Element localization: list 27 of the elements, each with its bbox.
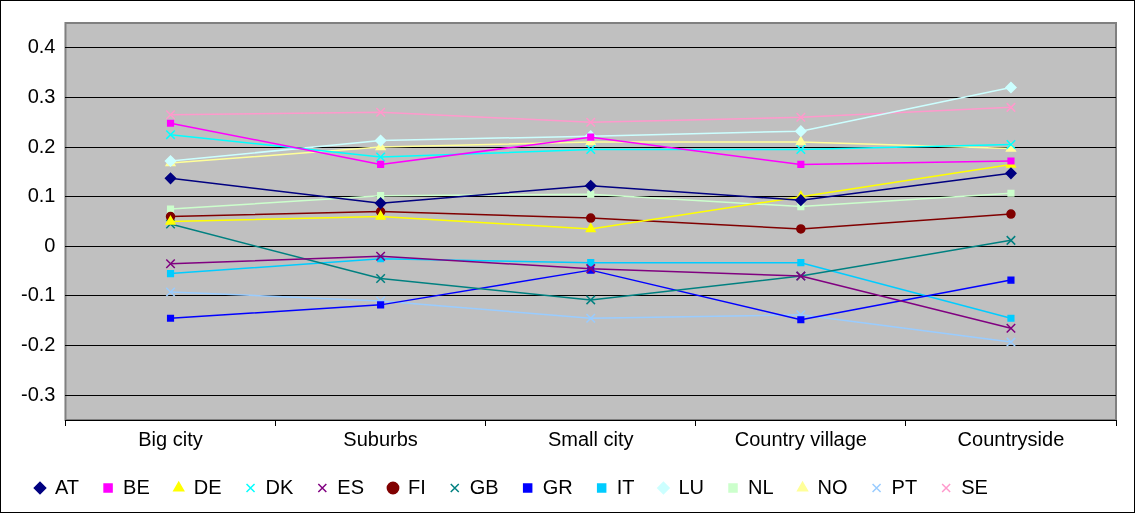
y-tick-label: -0.1 — [20, 283, 56, 306]
x-tick-label: Countryside — [957, 427, 1065, 450]
legend-label: LU — [678, 475, 705, 498]
x-tick-label: Small city — [547, 427, 634, 450]
y-tick-label: 0 — [44, 233, 56, 256]
y-tick-label: -0.3 — [20, 382, 56, 405]
y-tick-label: 0.1 — [27, 184, 56, 207]
y-tick-label: 0.2 — [27, 134, 56, 157]
x-tick-label: Big city — [138, 427, 203, 450]
legend-label: DK — [265, 475, 294, 498]
legend-label: DE — [193, 475, 222, 498]
y-tick-label: 0.4 — [27, 35, 56, 58]
legend-label: GR — [542, 475, 573, 498]
legend-label: GB — [469, 475, 499, 498]
y-tick-label: 0.3 — [27, 84, 56, 107]
legend-label: BE — [123, 475, 150, 498]
x-tick-label: Suburbs — [343, 427, 418, 450]
y-tick-label: -0.2 — [20, 333, 56, 356]
legend-label: FI — [408, 475, 426, 498]
legend-label: NO — [817, 475, 848, 498]
legend-label: PT — [891, 475, 918, 498]
x-tick-label: Country village — [734, 427, 867, 450]
legend-label: AT — [55, 475, 80, 498]
legend-label: ES — [337, 475, 365, 498]
legend-label: NL — [748, 475, 774, 498]
legend-label: IT — [616, 475, 635, 498]
legend-label: SE — [961, 475, 988, 498]
